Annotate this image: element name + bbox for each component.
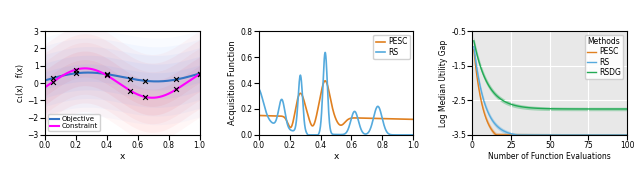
PESC [617, 134, 625, 136]
RS [304, 134, 312, 136]
Y-axis label: Acquisition Function: Acquisition Function [228, 41, 237, 125]
RS [388, 134, 396, 136]
RS [345, 126, 353, 128]
Point [70, 68, 81, 71]
Point [140, 79, 150, 82]
Line: RS: RS [474, 47, 627, 135]
Legend: PESC, RS: PESC, RS [374, 35, 410, 59]
PESC [321, 80, 329, 82]
Point [47, 77, 58, 80]
RS [349, 112, 357, 115]
PESC [255, 115, 262, 117]
Point [140, 96, 150, 98]
PESC [354, 117, 362, 119]
RS [623, 134, 631, 136]
Point [47, 81, 58, 84]
PESC [623, 134, 631, 136]
Point [102, 74, 112, 77]
RSDG [506, 103, 513, 105]
RSDG [470, 40, 477, 42]
RS [513, 134, 521, 136]
PESC [550, 134, 558, 136]
RS [372, 107, 380, 109]
RSDG [561, 108, 569, 110]
Legend: Objective, Constraint: Objective, Constraint [48, 114, 100, 131]
RSDG [549, 108, 557, 110]
Y-axis label: c₁(x)   f(x): c₁(x) f(x) [15, 64, 24, 102]
RS [410, 134, 417, 136]
Point [70, 72, 81, 75]
Point [195, 72, 205, 75]
RS [470, 46, 477, 48]
Point [172, 88, 182, 91]
PESC [507, 134, 515, 136]
Point [195, 73, 205, 76]
PESC [388, 118, 396, 120]
Line: RSDG: RSDG [474, 41, 627, 109]
Point [125, 89, 135, 92]
PESC [287, 126, 294, 129]
X-axis label: x: x [120, 152, 125, 161]
PESC [372, 117, 380, 120]
PESC [345, 118, 353, 120]
Line: PESC: PESC [474, 50, 627, 135]
PESC [410, 118, 417, 120]
Legend: PESC, RS, RSDG: PESC, RS, RSDG [585, 35, 623, 79]
Point [125, 77, 135, 80]
RS [612, 134, 620, 136]
X-axis label: x: x [333, 152, 339, 161]
RS [255, 87, 262, 89]
Line: RS: RS [259, 53, 413, 135]
PESC [501, 134, 509, 136]
Line: PESC: PESC [259, 81, 413, 128]
Y-axis label: Log Median Utility Gap: Log Median Utility Gap [440, 39, 449, 127]
RS [617, 134, 625, 136]
PESC [493, 134, 501, 136]
PESC [349, 117, 357, 119]
Point [102, 73, 112, 75]
RS [499, 130, 507, 132]
RS [506, 132, 513, 134]
RSDG [611, 108, 619, 110]
X-axis label: Number of Function Evaluations: Number of Function Evaluations [488, 152, 611, 161]
RS [354, 117, 362, 119]
RS [563, 134, 571, 136]
PESC [264, 115, 272, 117]
RSDG [623, 108, 631, 110]
RS [321, 52, 329, 54]
RSDG [616, 108, 623, 110]
RS [264, 116, 272, 118]
RS [550, 134, 558, 136]
Point [172, 78, 182, 81]
PESC [612, 134, 620, 136]
RSDG [499, 100, 507, 102]
PESC [470, 49, 477, 51]
PESC [563, 134, 571, 136]
